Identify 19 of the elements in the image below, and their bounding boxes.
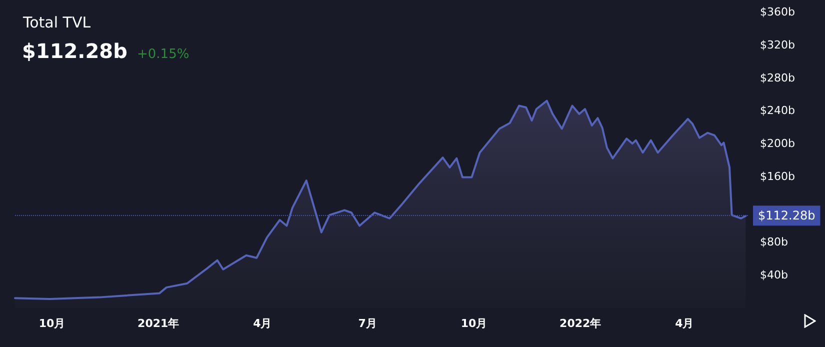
y-tick-label: $360b: [760, 6, 795, 18]
x-tick-label: 4月: [253, 317, 272, 330]
x-tick-label: 2022年: [560, 317, 602, 330]
y-tick-label: $240b: [760, 104, 795, 118]
y-tick-label: $80b: [760, 236, 788, 249]
annotation: +0.15%: [137, 47, 190, 62]
x-tick-label: 2021年: [138, 317, 180, 330]
x-tick-label: 4月: [675, 317, 694, 330]
y-tick-label: $40b: [760, 268, 788, 282]
x-tick-label: 7月: [358, 317, 377, 330]
y-tick-label: $280b: [760, 71, 795, 84]
ref-line-label: $112.28b: [758, 208, 816, 223]
text: $112.28b: [22, 39, 128, 63]
y-tick-label: $320b: [760, 38, 795, 52]
y-tick-label: $200b: [760, 137, 795, 150]
y-tick-label: $160b: [760, 170, 795, 183]
chart-title: Total TVL: [22, 14, 92, 32]
x-tick-label: 10月: [38, 317, 66, 330]
x-tick-label: 10月: [460, 317, 488, 330]
